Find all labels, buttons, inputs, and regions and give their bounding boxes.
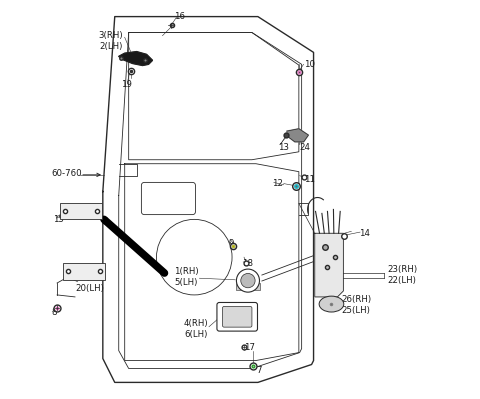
Text: 26(RH)
25(LH): 26(RH) 25(LH) xyxy=(341,295,372,315)
Ellipse shape xyxy=(237,269,260,292)
Text: 4(RH)
6(LH): 4(RH) 6(LH) xyxy=(183,319,208,339)
Polygon shape xyxy=(287,129,308,142)
FancyBboxPatch shape xyxy=(237,283,260,290)
Text: 1(RH)
5(LH): 1(RH) 5(LH) xyxy=(174,267,198,287)
Text: 3(RH)
2(LH): 3(RH) 2(LH) xyxy=(98,30,123,51)
Text: 21(RH)
20(LH): 21(RH) 20(LH) xyxy=(75,273,105,293)
Text: 10: 10 xyxy=(304,60,314,69)
Text: 11: 11 xyxy=(304,175,314,184)
Polygon shape xyxy=(315,233,343,297)
Text: 15: 15 xyxy=(53,215,64,224)
Text: 23(RH)
22(LH): 23(RH) 22(LH) xyxy=(387,265,417,285)
Polygon shape xyxy=(119,51,153,65)
Text: 9: 9 xyxy=(228,239,233,248)
FancyBboxPatch shape xyxy=(223,306,252,327)
FancyBboxPatch shape xyxy=(63,263,105,280)
Text: 13: 13 xyxy=(278,143,289,152)
Ellipse shape xyxy=(319,296,344,312)
Text: 14: 14 xyxy=(360,229,370,238)
Text: 7: 7 xyxy=(256,366,262,375)
Text: 12: 12 xyxy=(272,179,283,188)
Text: 24: 24 xyxy=(300,143,311,152)
Text: 18: 18 xyxy=(242,259,253,268)
Text: 19: 19 xyxy=(121,80,132,89)
Text: 60-760: 60-760 xyxy=(51,169,82,178)
Text: 8: 8 xyxy=(51,308,57,317)
Text: 17: 17 xyxy=(244,343,255,352)
FancyBboxPatch shape xyxy=(217,302,257,331)
Text: 16: 16 xyxy=(174,12,185,21)
FancyBboxPatch shape xyxy=(60,203,102,219)
Ellipse shape xyxy=(241,273,255,288)
